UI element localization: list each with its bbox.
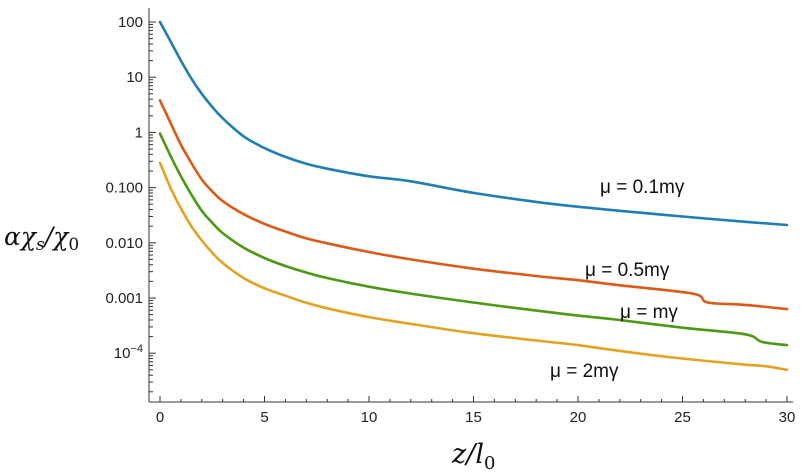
series-label-1: μ = 0.5mγ (585, 260, 670, 281)
series-line-2 (158, 132, 789, 347)
series-label-3: μ = 2mγ (550, 361, 619, 382)
axes: 0 5 10 15 20 25 30 10−4 0.001 0.010 0.100 1 10 100 (105, 8, 795, 426)
x-tick-label: 20 (570, 409, 587, 426)
series-label-2: μ = mγ (620, 302, 678, 323)
x-tick-label: 25 (674, 409, 691, 426)
x-tick-label: 30 (779, 409, 796, 426)
y-tick-label: 10 (126, 69, 143, 86)
x-tick-label: 5 (260, 409, 268, 426)
x-tick-label: 0 (156, 409, 164, 426)
series-line-3 (158, 161, 789, 372)
curves (158, 20, 789, 372)
x-axis-title: z/l0 (451, 439, 495, 473)
x-tick-label: 15 (465, 409, 482, 426)
y-tick-label: 0.100 (105, 180, 143, 197)
y-axis-title: αχs/χ0 (4, 222, 79, 255)
y-tick-label: 0.010 (105, 235, 143, 252)
svg-text:z/l0: z/l0 (451, 439, 495, 473)
x-tick-label: 10 (361, 409, 378, 426)
svg-text:αχs/χ0: αχs/χ0 (4, 222, 79, 255)
series-line-0 (158, 20, 789, 227)
y-tick-label: 10−4 (114, 343, 143, 362)
series-line-1 (158, 99, 789, 311)
series-label-0: μ = 0.1mγ (600, 177, 685, 198)
y-tick-label: 1 (135, 124, 143, 141)
y-tick-label: 100 (118, 14, 143, 31)
y-tick-label: 0.001 (105, 290, 143, 307)
